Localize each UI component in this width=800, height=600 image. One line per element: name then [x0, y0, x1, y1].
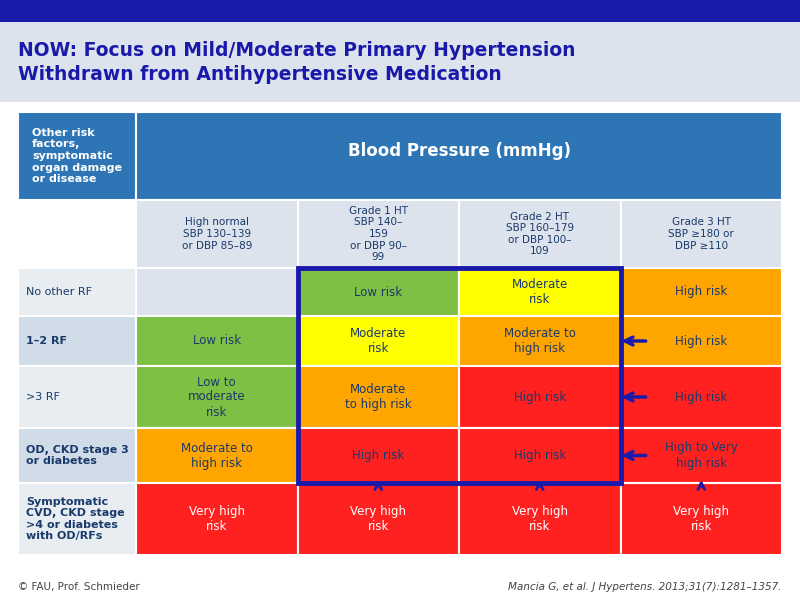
- Text: Grade 1 HT
SBP 140–
159
or DBP 90–
99: Grade 1 HT SBP 140– 159 or DBP 90– 99: [349, 206, 408, 262]
- Bar: [621, 483, 782, 555]
- Text: NOW: Focus on Mild/Moderate Primary Hypertension: NOW: Focus on Mild/Moderate Primary Hype…: [18, 41, 575, 61]
- Bar: [0, 0, 800, 22]
- Bar: [136, 366, 298, 428]
- Text: Low risk: Low risk: [193, 335, 241, 347]
- Text: High normal
SBP 130–139
or DBP 85–89: High normal SBP 130–139 or DBP 85–89: [182, 217, 252, 251]
- Text: 1–2 RF: 1–2 RF: [26, 336, 67, 346]
- Bar: [136, 316, 298, 366]
- Text: High risk: High risk: [675, 286, 727, 298]
- Bar: [459, 200, 621, 268]
- Bar: [459, 268, 621, 316]
- Bar: [136, 112, 782, 200]
- Text: Blood Pressure (mmHg): Blood Pressure (mmHg): [347, 142, 570, 160]
- Bar: [136, 200, 298, 268]
- Text: Withdrawn from Antihypertensive Medication: Withdrawn from Antihypertensive Medicati…: [18, 65, 502, 85]
- Text: High risk: High risk: [514, 449, 566, 462]
- Bar: [621, 316, 782, 366]
- Bar: [18, 268, 136, 316]
- Bar: [18, 428, 136, 483]
- Bar: [621, 200, 782, 268]
- Text: Very high
risk: Very high risk: [189, 505, 245, 533]
- Bar: [459, 428, 621, 483]
- Bar: [298, 268, 459, 316]
- Text: High risk: High risk: [514, 391, 566, 403]
- Bar: [136, 483, 298, 555]
- Bar: [621, 366, 782, 428]
- Bar: [298, 366, 459, 428]
- Text: Mancia G, et al. J Hypertens. 2013;31(7):1281–1357.: Mancia G, et al. J Hypertens. 2013;31(7)…: [509, 582, 782, 592]
- Bar: [459, 366, 621, 428]
- Text: Symptomatic
CVD, CKD stage
>4 or diabetes
with OD/RFs: Symptomatic CVD, CKD stage >4 or diabete…: [26, 497, 125, 541]
- Text: Very high
risk: Very high risk: [350, 505, 406, 533]
- Text: Moderate to
high risk: Moderate to high risk: [181, 442, 253, 469]
- Bar: [459, 316, 621, 366]
- Text: Moderate
risk: Moderate risk: [512, 278, 568, 306]
- Bar: [0, 22, 800, 102]
- Text: Grade 3 HT
SBP ≥180 or
DBP ≥110: Grade 3 HT SBP ≥180 or DBP ≥110: [668, 217, 734, 251]
- Text: Moderate
risk: Moderate risk: [350, 327, 406, 355]
- Bar: [298, 200, 459, 268]
- Bar: [136, 268, 298, 316]
- Text: Very high
risk: Very high risk: [674, 505, 730, 533]
- Text: High to Very
high risk: High to Very high risk: [665, 442, 738, 469]
- Bar: [298, 483, 459, 555]
- Bar: [621, 268, 782, 316]
- Text: Moderate to
high risk: Moderate to high risk: [504, 327, 576, 355]
- Bar: [18, 316, 136, 366]
- Bar: [18, 483, 136, 555]
- Bar: [18, 112, 136, 200]
- Text: © FAU, Prof. Schmieder: © FAU, Prof. Schmieder: [18, 582, 140, 592]
- Bar: [18, 366, 136, 428]
- Text: No other RF: No other RF: [26, 287, 92, 297]
- Text: Grade 2 HT
SBP 160–179
or DBP 100–
109: Grade 2 HT SBP 160–179 or DBP 100– 109: [506, 212, 574, 256]
- Text: >3 RF: >3 RF: [26, 392, 60, 402]
- Text: High risk: High risk: [675, 391, 727, 403]
- Bar: [298, 428, 459, 483]
- Bar: [136, 428, 298, 483]
- Text: Very high
risk: Very high risk: [512, 505, 568, 533]
- Text: High risk: High risk: [352, 449, 404, 462]
- Text: Other risk
factors,
symptomatic
organ damage
or disease: Other risk factors, symptomatic organ da…: [32, 128, 122, 184]
- Text: OD, CKD stage 3
or diabetes: OD, CKD stage 3 or diabetes: [26, 445, 129, 466]
- Text: Low risk: Low risk: [354, 286, 402, 298]
- Bar: [298, 268, 621, 483]
- Bar: [298, 316, 459, 366]
- Text: High risk: High risk: [675, 335, 727, 347]
- Text: Low to
moderate
risk: Low to moderate risk: [188, 376, 246, 419]
- Bar: [621, 428, 782, 483]
- Text: Moderate
to high risk: Moderate to high risk: [345, 383, 411, 411]
- Bar: [459, 483, 621, 555]
